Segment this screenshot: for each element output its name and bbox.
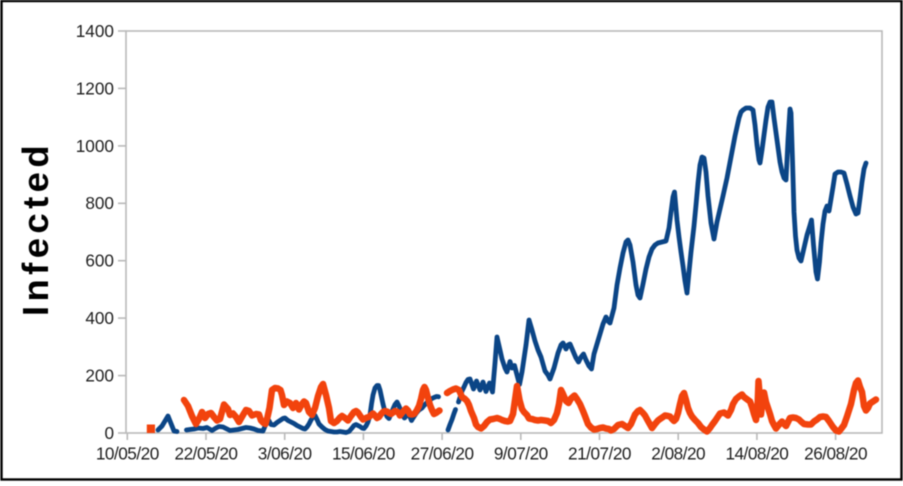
svg-text:26/08/20: 26/08/20 <box>804 444 867 464</box>
svg-text:800: 800 <box>85 193 114 213</box>
svg-text:10/05/20: 10/05/20 <box>96 444 159 464</box>
svg-text:3/06/20: 3/06/20 <box>258 444 312 464</box>
svg-text:21/07/20: 21/07/20 <box>568 444 631 464</box>
svg-text:200: 200 <box>85 366 114 386</box>
svg-text:400: 400 <box>85 308 114 328</box>
svg-text:1200: 1200 <box>76 78 114 98</box>
svg-text:0: 0 <box>104 423 114 443</box>
svg-text:1000: 1000 <box>76 136 114 156</box>
svg-text:15/06/20: 15/06/20 <box>332 444 395 464</box>
svg-text:2/08/20: 2/08/20 <box>651 444 705 464</box>
svg-text:Infected: Infected <box>15 141 56 316</box>
svg-text:27/06/20: 27/06/20 <box>411 444 474 464</box>
svg-text:14/08/20: 14/08/20 <box>725 444 788 464</box>
svg-text:600: 600 <box>85 251 114 271</box>
svg-text:22/05/20: 22/05/20 <box>175 444 238 464</box>
svg-text:9/07/20: 9/07/20 <box>494 444 548 464</box>
svg-text:1400: 1400 <box>76 21 114 41</box>
